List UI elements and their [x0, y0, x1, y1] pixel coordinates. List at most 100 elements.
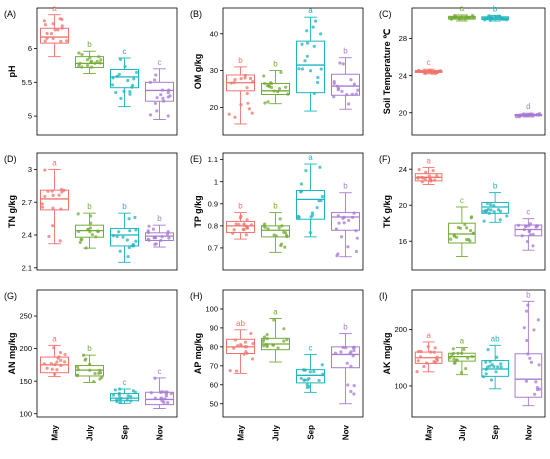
data-point	[305, 29, 309, 33]
data-point	[420, 180, 424, 184]
data-point	[55, 368, 59, 372]
data-point	[354, 249, 359, 254]
y-tick-label: 250	[19, 312, 32, 321]
data-point	[488, 359, 492, 364]
y-tick-label: 24	[399, 165, 407, 174]
y-tick-label: 2.1	[22, 263, 32, 272]
data-point	[161, 96, 165, 100]
data-point	[51, 22, 55, 26]
data-point	[313, 19, 318, 23]
data-point	[129, 394, 133, 399]
data-point	[59, 207, 63, 211]
data-point	[118, 57, 123, 62]
data-point	[243, 340, 248, 344]
x-tick-label: May	[51, 424, 60, 440]
data-point	[423, 69, 427, 73]
data-point	[245, 91, 249, 96]
data-point	[56, 28, 60, 32]
data-point	[489, 208, 493, 212]
data-point	[133, 215, 137, 220]
y-tick-label: 150	[19, 377, 32, 386]
data-point	[59, 39, 63, 43]
data-point	[50, 189, 54, 193]
data-point	[282, 327, 286, 331]
data-point	[228, 368, 232, 373]
data-point	[277, 87, 282, 91]
data-point	[536, 318, 540, 322]
data-point	[524, 224, 528, 229]
data-point	[263, 81, 267, 86]
box-sep: a	[296, 6, 325, 112]
y-tick-label: 60	[210, 380, 218, 389]
box-sep: c	[110, 47, 139, 108]
y-tick-label: 6	[28, 44, 32, 53]
data-point	[276, 346, 280, 350]
significance-letter: a	[426, 331, 431, 340]
box-iqr	[40, 189, 69, 211]
data-point	[537, 363, 541, 367]
significance-letter: c	[158, 367, 162, 376]
data-point	[499, 365, 503, 369]
plot-frame	[222, 289, 364, 418]
data-point	[528, 233, 532, 237]
data-point	[319, 67, 323, 71]
data-point	[242, 352, 246, 356]
data-point	[484, 367, 488, 371]
data-point	[305, 378, 310, 382]
data-point	[75, 374, 80, 378]
data-point	[265, 332, 269, 337]
data-point	[276, 89, 280, 94]
data-point	[456, 351, 460, 355]
data-point	[283, 245, 287, 249]
data-point	[535, 385, 539, 390]
data-point	[154, 73, 158, 77]
data-point	[316, 75, 320, 80]
x-tick-label: July	[272, 424, 281, 441]
data-point	[340, 89, 344, 93]
data-point	[90, 233, 95, 237]
data-point	[505, 214, 509, 218]
box-may: a	[414, 331, 443, 374]
box-july: b	[75, 40, 104, 74]
y-axis-label: OM g/kg	[193, 54, 203, 90]
data-point	[282, 339, 286, 343]
box-nov: c	[145, 367, 174, 409]
data-point	[117, 391, 121, 395]
data-point	[43, 194, 47, 199]
data-point	[449, 15, 453, 19]
data-point	[232, 80, 236, 85]
data-point	[463, 222, 467, 227]
data-point	[243, 76, 247, 80]
significance-letter: c	[309, 343, 313, 352]
data-point	[232, 346, 236, 350]
data-point	[42, 362, 46, 366]
y-tick-label: 0.8	[208, 221, 218, 230]
plot-frame	[411, 7, 546, 136]
data-point	[160, 390, 164, 394]
data-point	[261, 339, 265, 344]
data-point	[153, 101, 158, 106]
data-point	[80, 237, 84, 242]
data-point	[81, 353, 86, 357]
significance-letter: c	[123, 378, 127, 387]
data-point	[342, 221, 346, 225]
data-point	[229, 81, 233, 85]
data-point	[277, 226, 281, 230]
data-point	[489, 378, 494, 382]
data-point	[422, 364, 426, 369]
data-point	[416, 359, 420, 363]
data-point	[522, 228, 526, 232]
data-point	[148, 113, 153, 117]
data-point	[316, 80, 320, 85]
data-point	[265, 84, 270, 88]
data-point	[305, 54, 309, 58]
data-point	[118, 400, 123, 405]
data-point	[470, 215, 474, 219]
data-point	[309, 215, 313, 219]
box-nov: c	[145, 58, 174, 120]
box-iqr	[296, 40, 325, 94]
significance-letter: b	[87, 344, 92, 353]
data-point	[245, 86, 249, 90]
data-point	[49, 31, 54, 36]
significance-letter: b	[238, 202, 243, 211]
